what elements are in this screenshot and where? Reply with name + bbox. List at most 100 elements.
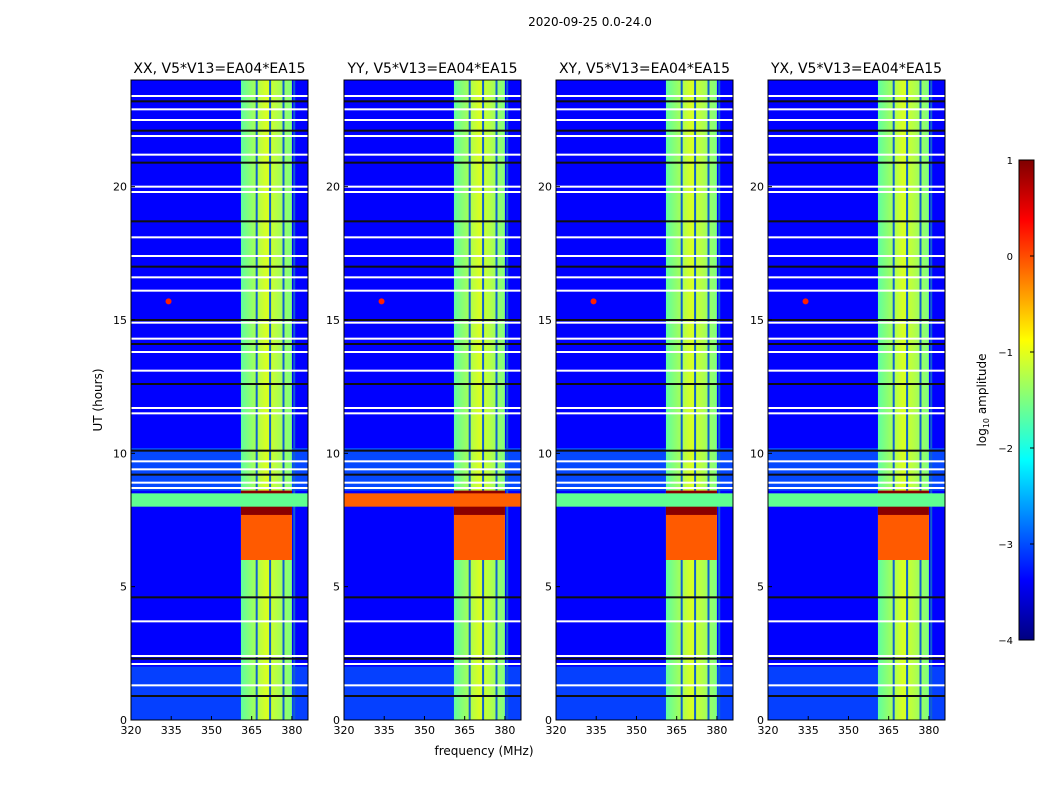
flagged-row — [556, 596, 733, 599]
x-tick-label: 365 — [241, 724, 262, 737]
flagged-row — [344, 161, 521, 164]
colorbar-tick-label: −2 — [998, 444, 1013, 455]
flagged-row — [768, 319, 945, 321]
rfi-spike — [590, 298, 597, 305]
x-tick-label: 350 — [201, 724, 222, 737]
flagged-row — [556, 695, 733, 697]
flagged-row — [131, 108, 308, 111]
colorbar-tick-label: 1 — [1007, 156, 1013, 167]
y-tick-label: 10 — [113, 447, 127, 460]
flagged-row — [768, 95, 945, 97]
flagged-row — [131, 289, 308, 292]
flagged-row — [344, 191, 521, 193]
flagged-row — [556, 321, 733, 324]
flagged-row — [556, 655, 733, 657]
flagged-row — [768, 468, 945, 471]
flagged-row — [768, 153, 945, 156]
flagged-row — [344, 321, 521, 324]
flagged-row — [131, 100, 308, 103]
y-tick-label: 0 — [333, 714, 340, 727]
flagged-row — [131, 407, 308, 409]
rfi-subband-gap — [892, 80, 895, 720]
flagged-row — [344, 337, 521, 340]
flagged-row — [768, 449, 945, 452]
x-tick-label: 335 — [374, 724, 395, 737]
flagged-row — [131, 276, 308, 279]
flagged-row — [131, 343, 308, 345]
flagged-row — [131, 473, 308, 476]
y-tick-label: 10 — [750, 447, 764, 460]
flagged-row — [344, 100, 521, 103]
flagged-row — [344, 473, 521, 476]
flagged-row — [344, 265, 521, 268]
flagged-row — [556, 119, 733, 121]
flagged-row — [768, 108, 945, 111]
flagged-row — [768, 620, 945, 623]
flagged-row — [131, 321, 308, 324]
flagged-row — [344, 369, 521, 372]
flagged-row — [768, 191, 945, 193]
x-tick-label: 350 — [626, 724, 647, 737]
x-tick-label: 335 — [798, 724, 819, 737]
flagged-row — [556, 412, 733, 415]
flagged-row — [556, 383, 733, 385]
flagged-row — [768, 351, 945, 353]
flagged-row — [556, 473, 733, 476]
rfi-subband-gap — [694, 80, 697, 720]
flagged-row — [768, 684, 945, 687]
flagged-row — [131, 153, 308, 156]
flagged-row — [768, 657, 945, 660]
x-tick-label: 350 — [838, 724, 859, 737]
flagged-row — [344, 412, 521, 415]
rfi-subband-gap — [506, 80, 509, 720]
flagged-row — [768, 119, 945, 121]
flagged-row — [131, 657, 308, 660]
x-tick-label: 320 — [758, 724, 779, 737]
flagged-row — [556, 161, 733, 164]
colorbar-tick-label: −3 — [998, 540, 1013, 551]
colorbar-tick-label: −1 — [998, 348, 1013, 359]
flagged-row — [131, 129, 308, 132]
flagged-row — [768, 161, 945, 164]
y-tick-label: 15 — [113, 314, 127, 327]
y-tick-label: 5 — [120, 581, 127, 594]
panel-frame — [767, 79, 946, 721]
flagged-row — [768, 276, 945, 279]
x-axis-label: frequency (MHz) — [434, 744, 533, 758]
flagged-row — [131, 596, 308, 599]
flagged-row — [556, 657, 733, 660]
y-tick-label: 15 — [326, 314, 340, 327]
x-tick-label: 350 — [414, 724, 435, 737]
colorbar-gradient — [1018, 159, 1035, 641]
x-tick-label: 380 — [706, 724, 727, 737]
flagged-row — [768, 255, 945, 257]
colorbar-ticks: 1 0 −1 −2 −3 −4 — [998, 156, 1034, 647]
suptitle: 2020-09-25 0.0-24.0 — [528, 15, 652, 29]
flagged-row — [344, 487, 521, 489]
y-tick-label: 0 — [120, 714, 127, 727]
flagged-row — [344, 407, 521, 409]
flagged-row — [768, 321, 945, 324]
x-tick-label: 320 — [334, 724, 355, 737]
flagged-row — [131, 383, 308, 385]
rfi-spike — [802, 298, 809, 305]
colorbar-label-sub: 10 — [982, 418, 991, 428]
flagged-row — [344, 663, 521, 665]
panels: XX, V5*V13=EA04*EA15 320 335 350 365 380 0 5 10 1… — [113, 61, 946, 737]
flagged-row — [131, 255, 308, 257]
flagged-row — [344, 695, 521, 697]
flagged-row — [131, 161, 308, 164]
flagged-row — [556, 407, 733, 409]
x-tick-label: 365 — [878, 724, 899, 737]
rfi-subband-gap — [282, 80, 285, 720]
x-tick-label: 335 — [586, 724, 607, 737]
flagged-row — [768, 460, 945, 463]
flagged-row — [131, 481, 308, 484]
broadband-burst — [131, 493, 308, 507]
rfi-subband-gap — [919, 80, 922, 720]
flagged-row — [556, 449, 733, 452]
flagged-row — [344, 135, 521, 137]
flagged-row — [556, 220, 733, 223]
flagged-row — [344, 481, 521, 484]
flagged-row — [131, 412, 308, 415]
